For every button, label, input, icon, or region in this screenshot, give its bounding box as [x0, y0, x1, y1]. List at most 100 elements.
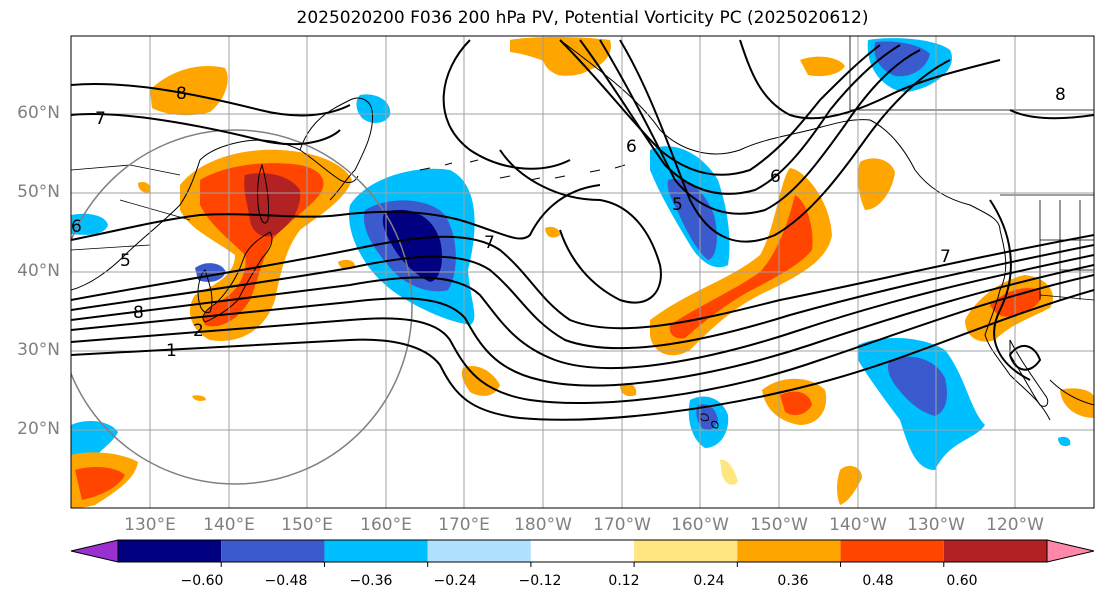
lon-label: 150°E: [281, 515, 333, 535]
contour-line: [739, 39, 1001, 120]
contour-label: 8: [176, 84, 187, 104]
contour-line: [989, 199, 1031, 381]
lat-label: 60°N: [17, 103, 60, 123]
colorbar-tick-label: −0.24: [433, 573, 477, 589]
lat-label: 40°N: [17, 261, 60, 281]
colorbar-tick-label: −0.48: [264, 573, 308, 589]
colorbar-tick-label: 0.36: [777, 573, 809, 589]
pos-blob-hi-east-core: [780, 391, 812, 416]
contour-label: 5: [672, 195, 683, 215]
pos-blob-jet-core: [669, 195, 813, 339]
lat-label: 50°N: [17, 182, 60, 202]
colorbar-tick-label: 0.12: [608, 573, 640, 589]
contour-label: 6: [626, 137, 637, 157]
neg-blob-west-edge: [71, 213, 108, 235]
contour-line: [1009, 109, 1094, 120]
map-title: 2025020200 F036 200 hPa PV, Potential Vo…: [296, 8, 869, 28]
lon-label: 160°W: [671, 515, 729, 535]
pos-blob-sub8: [138, 182, 151, 193]
pos-blob-sub9: [192, 395, 206, 401]
lon-label: 130°W: [907, 515, 965, 535]
contour-line: [559, 39, 881, 176]
neg-blob-alaska-n-core: [874, 41, 930, 77]
neg-blob-gulf-alaska-core: [667, 179, 717, 260]
coast-alaska: [559, 39, 1001, 231]
coast-aleutians: [419, 159, 626, 181]
contour-label: 6: [770, 167, 781, 187]
colorbar-swatch: [634, 540, 738, 562]
pos-blob-sub6: [545, 226, 560, 238]
colorbar-tick-label: 0.24: [693, 573, 725, 589]
neg-blob-ak-peninsula: [356, 94, 391, 123]
coast-sakhalin: [257, 163, 269, 224]
contour-label: 7: [95, 109, 106, 129]
contour-line: [71, 289, 1094, 421]
pos-blob-gulf: [800, 56, 845, 77]
colorbar-tick-label: −0.12: [518, 573, 562, 589]
pos-blob-sub2: [837, 465, 862, 505]
map-frame: [70, 35, 1095, 509]
pos-blob-west-us-core: [990, 288, 1042, 317]
contour-label: 1: [166, 341, 177, 361]
lon-label: 140°E: [203, 515, 255, 535]
contour-line: [619, 39, 951, 243]
colorbar-tick-label: 0.60: [946, 573, 978, 589]
colorbar-tick-label: 0.48: [862, 573, 894, 589]
pos-blob-npac-n: [150, 66, 228, 116]
pv-shading-positive: [71, 37, 1094, 508]
contour-label: 8: [1055, 85, 1066, 105]
colorbar-swatch: [118, 540, 222, 562]
colorbar-swatch: [530, 540, 635, 562]
contour-labels: 7 8 6 5 8 7 7 1 2 6 6 8 5: [71, 84, 1066, 361]
colorbar-extend-high: [1046, 539, 1095, 563]
range-ring: [71, 129, 413, 485]
contour-line: [71, 234, 1094, 330]
contour-label: 7: [484, 233, 495, 253]
lon-label: 120°W: [986, 515, 1044, 535]
contour-line: [71, 254, 1094, 369]
colorbar-swatch: [324, 540, 428, 562]
contour-line: [1008, 345, 1042, 371]
contour-line: [71, 113, 341, 146]
pos-blob-sub3: [1060, 388, 1094, 418]
contours: [71, 39, 1094, 421]
pos-blob-bc: [857, 158, 895, 210]
contour-line: [71, 244, 1094, 350]
contour-label: 2: [193, 321, 204, 341]
pos-blob-sw-core: [75, 467, 125, 500]
pos-blob-ne2: [543, 47, 600, 76]
contour-line: [442, 39, 571, 170]
coast-asia: [71, 139, 359, 291]
neg-blob-wpac-center: [382, 209, 442, 282]
colorbar-swatch: [427, 540, 531, 562]
neg-blob-epac-core: [887, 356, 947, 416]
contour-line: [579, 39, 901, 195]
coast-kamchatka: [299, 97, 374, 201]
pos-blob-sub7: [620, 383, 637, 397]
border-ak-ca: [849, 36, 1094, 111]
lon-label: 140°W: [829, 515, 887, 535]
contour-line: [71, 264, 1094, 387]
lon-label: 150°W: [750, 515, 808, 535]
lat-label: 30°N: [17, 340, 60, 360]
colorbar-swatch: [737, 540, 841, 562]
contour-line: [599, 39, 921, 215]
lat-label: 20°N: [17, 419, 60, 439]
contour-line: [71, 184, 601, 241]
coast-mexico: [1049, 379, 1094, 406]
pos-blob-jet: [650, 168, 832, 356]
contour-line: [71, 83, 351, 117]
colorbar-frame: [117, 539, 1048, 563]
contour-line: [71, 274, 1094, 405]
coast-hawaii: [699, 413, 719, 429]
colorbar-swatch: [840, 540, 944, 562]
colorbar-swatch: [221, 540, 325, 562]
map-panel: 7 8 6 5 8 7 7 1 2 6 6 8 5: [71, 36, 1094, 508]
contour-line: [499, 149, 662, 304]
lon-label: 180°W: [514, 515, 572, 535]
colorbar-tick-label: −0.36: [349, 573, 393, 589]
contour-label: 8: [133, 303, 144, 323]
colorbar-extend-low: [70, 539, 119, 563]
colorbar-tick-label: −0.60: [180, 573, 224, 589]
